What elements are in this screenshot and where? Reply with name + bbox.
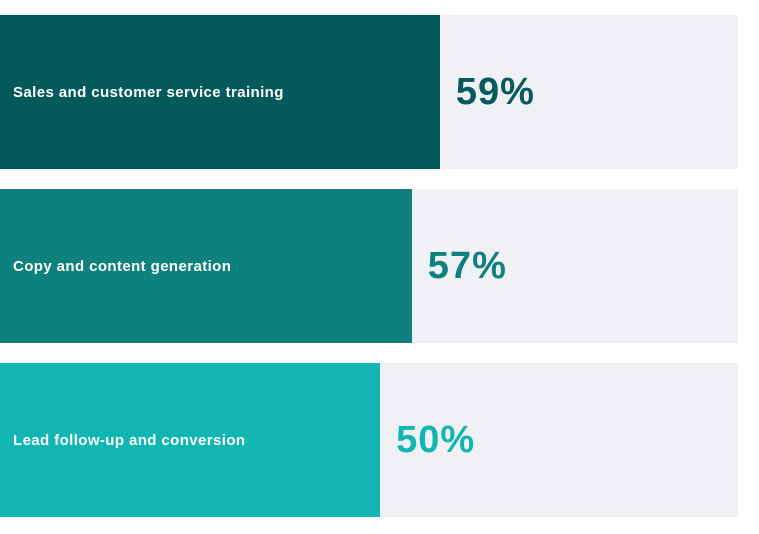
bar-label: Lead follow-up and conversion [13,431,246,449]
bar-value: 50% [396,419,476,461]
bar-label: Sales and customer service training [13,83,284,101]
bar-row: Sales and customer service training 59% [0,15,738,169]
bar-row: Copy and content generation 57% [0,189,738,343]
bar-value: 57% [427,245,507,287]
bar-value: 59% [455,71,535,113]
bar-fill: Sales and customer service training [0,15,440,169]
bar-row: Lead follow-up and conversion 50% [0,363,738,517]
bar-fill: Lead follow-up and conversion [0,363,381,517]
bar-fill: Copy and content generation [0,189,412,343]
bar-label: Copy and content generation [13,257,232,275]
bar-chart: Sales and customer service training 59% … [0,15,738,517]
